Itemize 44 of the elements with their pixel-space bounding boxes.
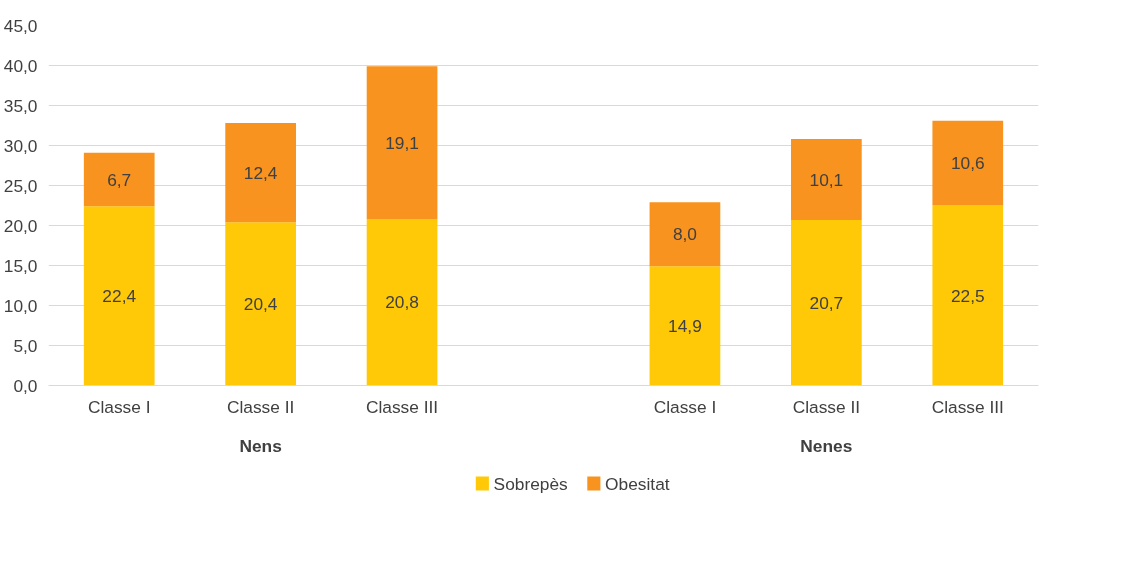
bar [649, 202, 721, 267]
data-label: 10,1 [809, 169, 844, 190]
y-tick-label: 40,0 [3, 55, 38, 76]
y-tick-label: 10,0 [3, 295, 38, 316]
x-tick-label: Classe II [792, 396, 861, 417]
text: Nens [239, 435, 282, 456]
y-tick-label: 30,0 [3, 135, 38, 156]
bar [83, 152, 155, 207]
data-label: 8,0 [672, 224, 697, 245]
data-label: 22,4 [102, 285, 137, 306]
data-label: 6,7 [107, 169, 132, 190]
bar [366, 66, 438, 220]
bar [225, 123, 296, 223]
data-label: 22,5 [950, 285, 985, 306]
bar [932, 120, 1004, 206]
x-tick-label: Classe I [653, 396, 717, 417]
bar [791, 139, 862, 220]
bar [83, 206, 155, 386]
data-label: 14,9 [668, 315, 702, 336]
y-tick-label: 45,0 [3, 15, 38, 36]
x-tick-label: Classe III [931, 396, 1004, 417]
x-tick-label: Classe II [226, 396, 295, 417]
bar [791, 219, 862, 386]
bar [649, 266, 721, 386]
bar [932, 205, 1004, 386]
y-tick-label: 0,0 [13, 375, 38, 396]
bar [225, 222, 296, 386]
y-tick-label: 5,0 [13, 335, 38, 356]
y-tick-label: 20,0 [3, 215, 38, 236]
data-label: 12,4 [243, 162, 278, 183]
data-label: 20,4 [243, 293, 278, 314]
data-label: 19,1 [385, 132, 419, 153]
text: Nenes [800, 435, 853, 456]
bar [366, 219, 438, 386]
data-label: 20,8 [385, 292, 419, 313]
data-label: 20,7 [809, 292, 844, 313]
x-tick-label: Classe III [365, 396, 439, 417]
y-tick-label: 35,0 [3, 95, 38, 116]
y-tick-label: 25,0 [3, 175, 38, 196]
y-tick-label: 15,0 [3, 255, 38, 276]
data-label: 10,6 [950, 153, 985, 174]
legend-label: Obesitat [605, 473, 670, 494]
legend-label: Sobrepès [493, 473, 569, 494]
x-tick-label: Classe I [87, 396, 151, 417]
